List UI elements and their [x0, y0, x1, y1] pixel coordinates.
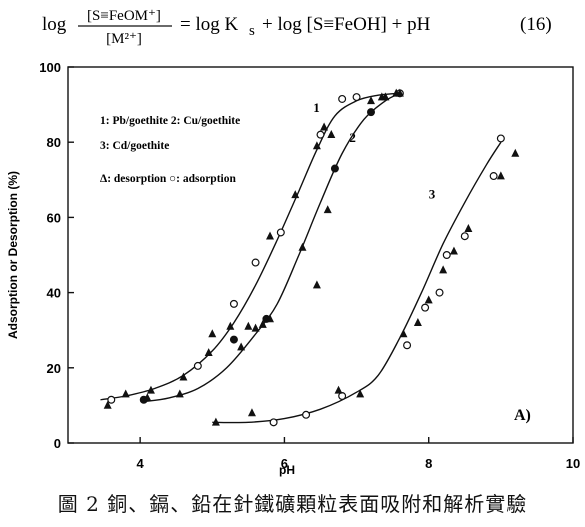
equation-number: (16): [520, 14, 552, 35]
desorption-point: [237, 342, 246, 351]
desorption-point: [439, 265, 448, 274]
desorption-point: [291, 190, 300, 199]
desorption-point: [356, 389, 365, 398]
fitted-curves: [100, 92, 502, 424]
y-tick-label: 0: [54, 436, 61, 451]
desorption-point: [103, 400, 112, 409]
adsorption-point: [193, 361, 202, 370]
desorption-point: [464, 224, 473, 232]
data-points: [103, 88, 520, 427]
adsorption-point: [460, 232, 469, 241]
adsorption-point: [316, 130, 325, 139]
adsorption-point: [352, 93, 361, 102]
adsorption-point: [229, 299, 238, 308]
desorption-point: [312, 141, 321, 150]
adsorption-point: [251, 258, 260, 267]
desorption-point: [143, 393, 152, 402]
desorption-point: [204, 348, 213, 357]
desorption-point: [208, 329, 217, 338]
adsorption-point: [338, 392, 347, 401]
desorption-point: [266, 314, 274, 323]
y-tick-label: 100: [39, 60, 61, 75]
desorption-point: [247, 408, 256, 417]
desorption-point: [226, 321, 235, 330]
x-axis-label: pH: [279, 463, 295, 477]
legend-line-3: Δ: desorption ○: adsorption: [100, 173, 236, 185]
desorption-point: [449, 246, 458, 255]
desorption-point: [327, 130, 336, 138]
desorption-point: [266, 231, 274, 240]
desorption-point: [367, 96, 375, 105]
y-tick-label: 60: [47, 210, 61, 225]
desorption-point: [511, 148, 520, 157]
adsorption-point: [276, 228, 285, 237]
adsorption-point: [489, 172, 498, 181]
curve-label-3: 3: [429, 187, 436, 202]
x-tick-label: 6: [281, 456, 288, 471]
desorption-point: [320, 122, 329, 131]
fitted-curve-3: [212, 141, 502, 424]
y-tick-label: 40: [47, 286, 61, 301]
y-tick-label: 80: [47, 135, 61, 150]
desorption-point: [251, 323, 260, 332]
desorption-point: [395, 88, 404, 97]
legend-line-2: 3: Cd/goethite: [100, 140, 169, 152]
adsorption-point: [302, 410, 311, 419]
adsorption-point: [435, 288, 444, 297]
equation-16: log [S≡FeOM⁺] [M²⁺] = log K s + log [S≡F…: [42, 8, 552, 47]
desorption-point: [146, 385, 155, 394]
adsorption-point: [338, 94, 347, 103]
desorption-point: [244, 321, 253, 330]
adsorption-point: [442, 251, 451, 260]
desorption-point: [399, 329, 408, 338]
desorption-point: [179, 372, 188, 381]
adsorption-point: [421, 303, 430, 312]
equation-numerator: [S≡FeOM⁺]: [87, 8, 161, 24]
curve-label-1: 1: [313, 100, 320, 115]
fitted-curve-2: [143, 92, 401, 403]
plot-frame: [67, 66, 574, 444]
equation-rhs-subscript: s: [249, 23, 255, 39]
curve-label-2: 2: [349, 130, 356, 145]
y-tick-label: 20: [47, 361, 61, 376]
adsorption-point: [330, 164, 339, 173]
x-tick-label: 8: [425, 456, 432, 471]
equation-rhs-rest: + log [S≡FeOH] + pH: [262, 14, 431, 35]
desorption-point: [175, 389, 184, 398]
desorption-point: [312, 280, 321, 289]
desorption-point: [298, 242, 307, 251]
adsorption-point: [367, 108, 376, 117]
desorption-point: [496, 171, 505, 180]
desorption-point: [323, 205, 332, 214]
desorption-point: [211, 417, 220, 426]
fitted-curve-1: [100, 92, 400, 401]
desorption-point: [424, 295, 433, 304]
figure-caption: 圖 2 銅、鎘、鉛在針鐵礦顆粒表面吸附和解析實驗: [57, 492, 528, 516]
adsorption-point: [403, 341, 412, 350]
adsorption-point: [269, 418, 278, 427]
desorption-point: [258, 319, 267, 328]
desorption-point: [334, 385, 343, 394]
adsorption-point: [496, 134, 505, 143]
adsorption-point: [229, 335, 238, 344]
curve-labels: 1 2 3: [313, 100, 435, 201]
panel-label: A): [514, 407, 531, 424]
x-tick-label: 10: [566, 456, 580, 471]
equation-rhs-log-k: = log K: [180, 14, 238, 35]
legend-line-1: 1: Pb/goethite 2: Cu/goethite: [100, 115, 240, 127]
y-axis-label: Adsorption or Desorption (%): [6, 171, 20, 339]
desorption-point: [413, 318, 422, 326]
desorption-point: [121, 389, 130, 398]
desorption-point: [381, 92, 390, 101]
equation-log-term: log: [42, 14, 67, 35]
equation-denominator: [M²⁺]: [106, 31, 142, 47]
adsorption-point: [107, 395, 116, 404]
x-tick-label: 4: [137, 456, 145, 471]
